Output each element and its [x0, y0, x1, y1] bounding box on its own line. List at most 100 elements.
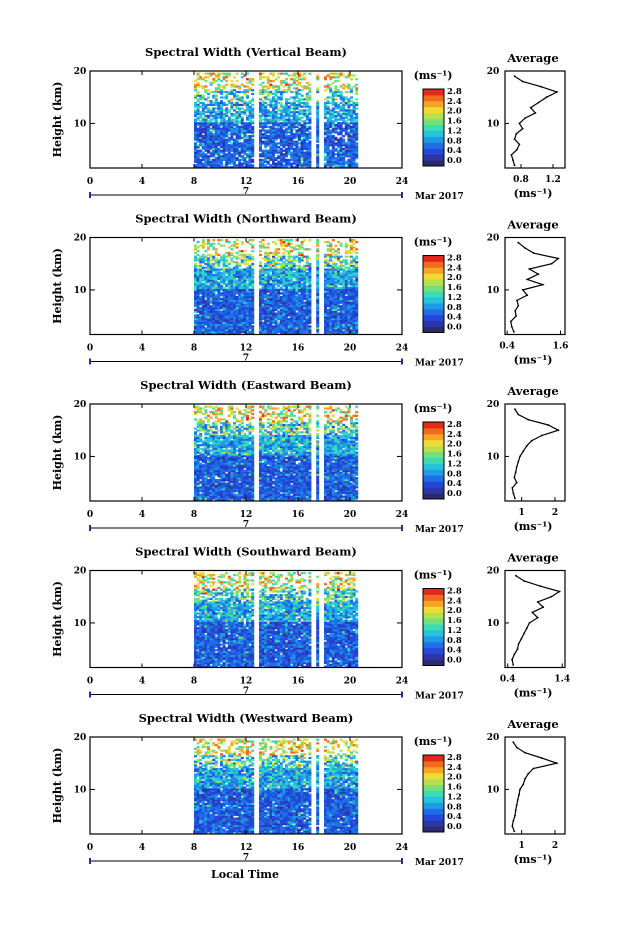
heatmap-cell	[230, 248, 234, 251]
heatmap-cell	[251, 116, 255, 119]
heatmap-cell	[233, 242, 236, 245]
heatmap-cell	[287, 307, 291, 310]
heatmap-cell	[246, 140, 249, 143]
heatmap-cell	[316, 242, 320, 245]
heatmap-cell	[282, 253, 286, 256]
heatmap-cell	[274, 294, 278, 297]
heatmap-cell	[261, 329, 265, 332]
heatmap-cell	[238, 297, 242, 300]
heatmap-cell	[199, 131, 203, 134]
heatmap-cell	[235, 285, 239, 288]
heatmap-cell	[339, 277, 343, 280]
heatmap-cell	[352, 497, 356, 500]
heatmap-cell	[305, 103, 309, 106]
heatmap-cell	[233, 495, 236, 498]
heatmap-cell	[243, 151, 247, 154]
heatmap-cell	[290, 83, 294, 86]
heatmap-cell	[329, 314, 333, 317]
heatmap-cell	[194, 144, 197, 147]
heatmap-cell	[355, 325, 359, 328]
heatmap-cell	[282, 122, 286, 125]
heatmap-cell	[214, 321, 218, 324]
heatmap-cell	[277, 255, 281, 258]
heatmap-cell	[222, 261, 226, 264]
heatmap-cell	[282, 140, 286, 143]
heatmap-cell	[233, 283, 236, 286]
heatmap-cell	[196, 288, 200, 291]
heatmap-cell	[230, 146, 234, 149]
heatmap-cell	[194, 89, 197, 92]
heatmap-cell	[300, 255, 304, 258]
heatmap-cell	[298, 253, 301, 256]
heatmap-cell	[209, 321, 213, 324]
heatmap-cell	[316, 90, 320, 94]
heatmap-cell	[227, 162, 231, 165]
heatmap-cell	[243, 153, 247, 156]
heatmap-cell	[196, 146, 200, 149]
heatmap-cell	[272, 497, 275, 500]
heatmap-cell	[230, 98, 234, 101]
heatmap-cell	[298, 270, 301, 273]
heatmap-cell	[201, 112, 205, 116]
heatmap-cell	[331, 101, 335, 105]
heatmap	[194, 72, 359, 169]
heatmap-cell	[274, 127, 278, 130]
heatmap-cell	[204, 277, 208, 280]
heatmap-cell	[342, 160, 346, 163]
heatmap-cell	[209, 90, 213, 94]
heatmap-cell	[277, 312, 281, 315]
heatmap-cell	[194, 138, 197, 141]
heatmap-cell	[261, 273, 265, 277]
heatmap-cell	[350, 310, 353, 313]
heatmap-cell	[196, 158, 200, 161]
heatmap-cell	[235, 308, 239, 311]
heatmap-cell	[282, 495, 286, 498]
heatmap-cell	[259, 329, 262, 332]
heatmap-cell	[342, 275, 346, 278]
heatmap-cell	[246, 155, 249, 158]
heatmap-cell	[290, 283, 294, 286]
colorbar-swatch	[423, 279, 444, 286]
heatmap-cell	[342, 138, 346, 141]
heatmap-cell	[347, 135, 351, 138]
heatmap-cell	[331, 301, 335, 304]
heatmap-cell	[329, 272, 333, 275]
heatmap-cell	[339, 157, 343, 160]
heatmap-cell	[285, 308, 288, 311]
heatmap-cell	[248, 111, 252, 114]
heatmap-cell	[308, 281, 312, 284]
heatmap-cell	[290, 111, 294, 114]
heatmap-cell	[279, 162, 283, 165]
heatmap-cell	[277, 499, 281, 502]
heatmap-cell	[199, 255, 203, 258]
heatmap-cell	[292, 299, 296, 302]
heatmap-cell	[337, 112, 340, 116]
heatmap-cell	[259, 332, 262, 335]
heatmap-cell	[269, 318, 273, 321]
heatmap-cell	[272, 147, 275, 150]
heatmap-cell	[269, 146, 273, 149]
heatmap-cell	[248, 142, 252, 145]
heatmap-cell	[243, 279, 247, 282]
heatmap-cell	[266, 166, 270, 169]
heatmap-cell	[290, 495, 294, 498]
heatmap-cell	[204, 495, 208, 498]
heatmap-cell	[300, 157, 304, 160]
heatmap-cell	[266, 310, 270, 313]
heatmap-cell	[282, 136, 286, 139]
heatmap-cell	[300, 294, 304, 297]
heatmap-cell	[248, 127, 252, 130]
heatmap-cell	[201, 499, 205, 502]
heatmap-cell	[352, 283, 356, 286]
heatmap-cell	[266, 308, 270, 311]
heatmap-cell	[209, 118, 213, 121]
heatmap-cell	[269, 283, 273, 286]
heatmap-cell	[277, 314, 281, 317]
heatmap-cell	[308, 239, 312, 242]
heatmap-cell	[316, 111, 320, 114]
heatmap-cell	[225, 122, 229, 125]
heatmap-cell	[238, 262, 242, 266]
heatmap-cell	[331, 283, 335, 286]
colorbar-swatch	[423, 89, 444, 96]
heatmap-cell	[347, 100, 351, 103]
